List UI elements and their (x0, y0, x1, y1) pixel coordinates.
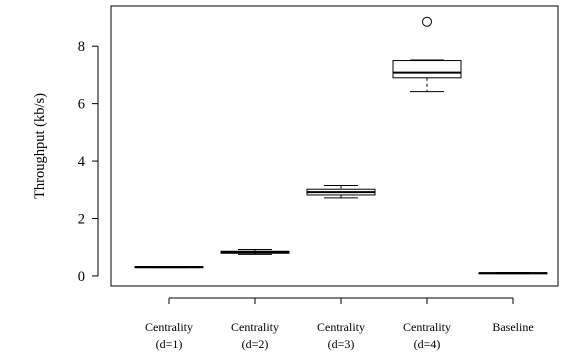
y-tick-label: 8 (78, 39, 85, 55)
x-tick-label: Centrality (317, 320, 365, 334)
x-axis: Centrality (d=1) Centrality (d=2) Centrality… (145, 297, 534, 351)
box-2 (220, 249, 290, 255)
box-1 (134, 265, 204, 269)
x-tick-label-sub: (d=2) (242, 337, 269, 351)
x-tick-label-sub: (d=3) (328, 337, 355, 351)
box-3 (306, 184, 376, 199)
x-tick-label: Centrality (145, 320, 193, 334)
plot-frame (110, 5, 559, 287)
box-5 (478, 272, 548, 275)
x-tick-label: Centrality (231, 320, 279, 334)
x-tick-label-sub: (d=4) (414, 337, 441, 351)
x-tick-label-sub: (d=1) (156, 337, 183, 351)
x-tick-label: Centrality (403, 320, 451, 334)
y-axis: 0 2 4 6 8 (78, 39, 99, 285)
y-tick-label: 6 (78, 97, 85, 113)
box-4 (392, 16, 462, 93)
outlier-point (422, 16, 432, 27)
y-tick-label: 0 (78, 269, 85, 285)
box-body (392, 60, 462, 79)
box-series (134, 16, 548, 275)
y-tick-label: 2 (78, 212, 85, 228)
y-tick-label: 4 (78, 154, 86, 170)
x-tick-label: Baseline (492, 320, 533, 334)
y-axis-title: Throughput (kb/s) (32, 93, 48, 199)
